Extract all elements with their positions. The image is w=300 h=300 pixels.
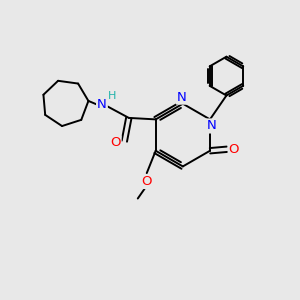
- Text: H: H: [108, 91, 116, 101]
- Text: N: N: [206, 119, 216, 133]
- Text: N: N: [177, 91, 187, 103]
- Text: N: N: [97, 98, 107, 111]
- Text: O: O: [142, 175, 152, 188]
- Text: O: O: [229, 143, 239, 156]
- Text: O: O: [110, 136, 121, 149]
